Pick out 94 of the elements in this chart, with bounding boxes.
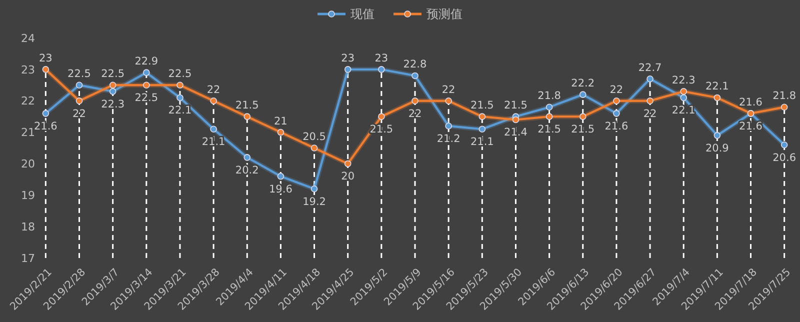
point (445, 122, 452, 130)
point (344, 160, 352, 168)
data-label: 21.8 (772, 90, 796, 102)
point (680, 94, 688, 102)
data-label: 19.2 (302, 196, 326, 208)
point (680, 88, 688, 95)
point (646, 75, 654, 82)
point (412, 97, 418, 104)
point (378, 66, 385, 73)
data-label: 22 (72, 108, 86, 120)
y-tick-label: 20 (21, 158, 35, 171)
data-label: 22.8 (403, 58, 427, 71)
legend-label: 现值 (350, 7, 374, 22)
point (780, 104, 788, 111)
data-label: 22.5 (101, 68, 125, 80)
data-label: 23 (38, 52, 52, 64)
y-tick-label: 23 (21, 63, 35, 76)
data-label: 22 (408, 108, 422, 120)
point (109, 82, 116, 89)
data-label: 22.5 (68, 68, 91, 80)
point (579, 113, 586, 120)
point (646, 97, 654, 104)
data-label: 22.2 (571, 78, 595, 90)
point (244, 113, 251, 120)
data-label: 21.6 (739, 96, 763, 108)
data-label: 21.1 (202, 136, 226, 148)
point (310, 144, 318, 152)
data-label: 20.5 (302, 131, 326, 143)
data-label: 21.6 (34, 120, 58, 132)
data-label: 23 (341, 52, 355, 64)
point (277, 128, 284, 136)
data-label: 21.2 (436, 133, 460, 145)
point (310, 185, 318, 192)
y-tick-label: 18 (21, 220, 35, 234)
legend-label: 预测值 (426, 7, 462, 22)
point (176, 94, 184, 102)
data-label: 22.5 (134, 92, 158, 104)
point (277, 172, 284, 180)
data-label: 21.5 (504, 100, 528, 112)
y-tick-label: 21 (21, 126, 35, 140)
data-label: 22.9 (134, 56, 158, 68)
point (42, 110, 50, 117)
data-label: 22 (206, 84, 220, 96)
point (546, 104, 553, 111)
y-tick-label: 19 (21, 188, 35, 202)
data-label: 22.5 (168, 68, 192, 80)
y-tick-label: 24 (21, 32, 35, 45)
data-label: 21.8 (538, 90, 561, 102)
y-tick-label: 17 (21, 252, 35, 265)
point (714, 94, 721, 102)
point (142, 82, 150, 89)
point (613, 97, 620, 104)
point (478, 126, 486, 133)
data-label: 22.3 (101, 98, 125, 110)
data-label: 22.7 (638, 62, 662, 74)
data-label: 21 (274, 115, 288, 128)
data-label: 22.1 (705, 80, 729, 93)
point (244, 154, 251, 161)
point (613, 110, 620, 117)
data-label: 20 (341, 170, 355, 183)
data-label: 20.2 (235, 164, 259, 176)
data-label: 22 (442, 84, 456, 96)
point (42, 66, 50, 73)
point (512, 116, 520, 124)
data-label: 21.1 (470, 136, 494, 148)
point (109, 88, 116, 95)
data-label: 21.4 (504, 126, 528, 139)
data-label: 21.6 (604, 120, 628, 132)
point (378, 113, 385, 120)
data-label: 19.6 (269, 183, 293, 196)
point (445, 97, 452, 104)
point (210, 126, 217, 133)
point (714, 132, 721, 139)
point (478, 113, 486, 120)
point (579, 91, 586, 98)
point (176, 82, 184, 89)
data-label: 23 (374, 52, 388, 64)
data-label: 21.5 (235, 100, 259, 112)
data-label: 22.3 (672, 74, 696, 86)
point (344, 66, 352, 73)
data-label: 22 (643, 108, 657, 120)
y-tick-label: 22 (21, 94, 35, 108)
point (546, 113, 553, 120)
data-label: 20.6 (772, 152, 796, 164)
point (76, 82, 83, 89)
point (142, 69, 150, 76)
point (412, 72, 418, 80)
data-label: 21.5 (470, 100, 494, 112)
point (76, 97, 83, 104)
data-label: 22 (610, 84, 624, 96)
data-label: 20.9 (705, 142, 729, 154)
data-label: 21.6 (739, 120, 763, 132)
point (780, 141, 788, 148)
point (210, 97, 217, 104)
